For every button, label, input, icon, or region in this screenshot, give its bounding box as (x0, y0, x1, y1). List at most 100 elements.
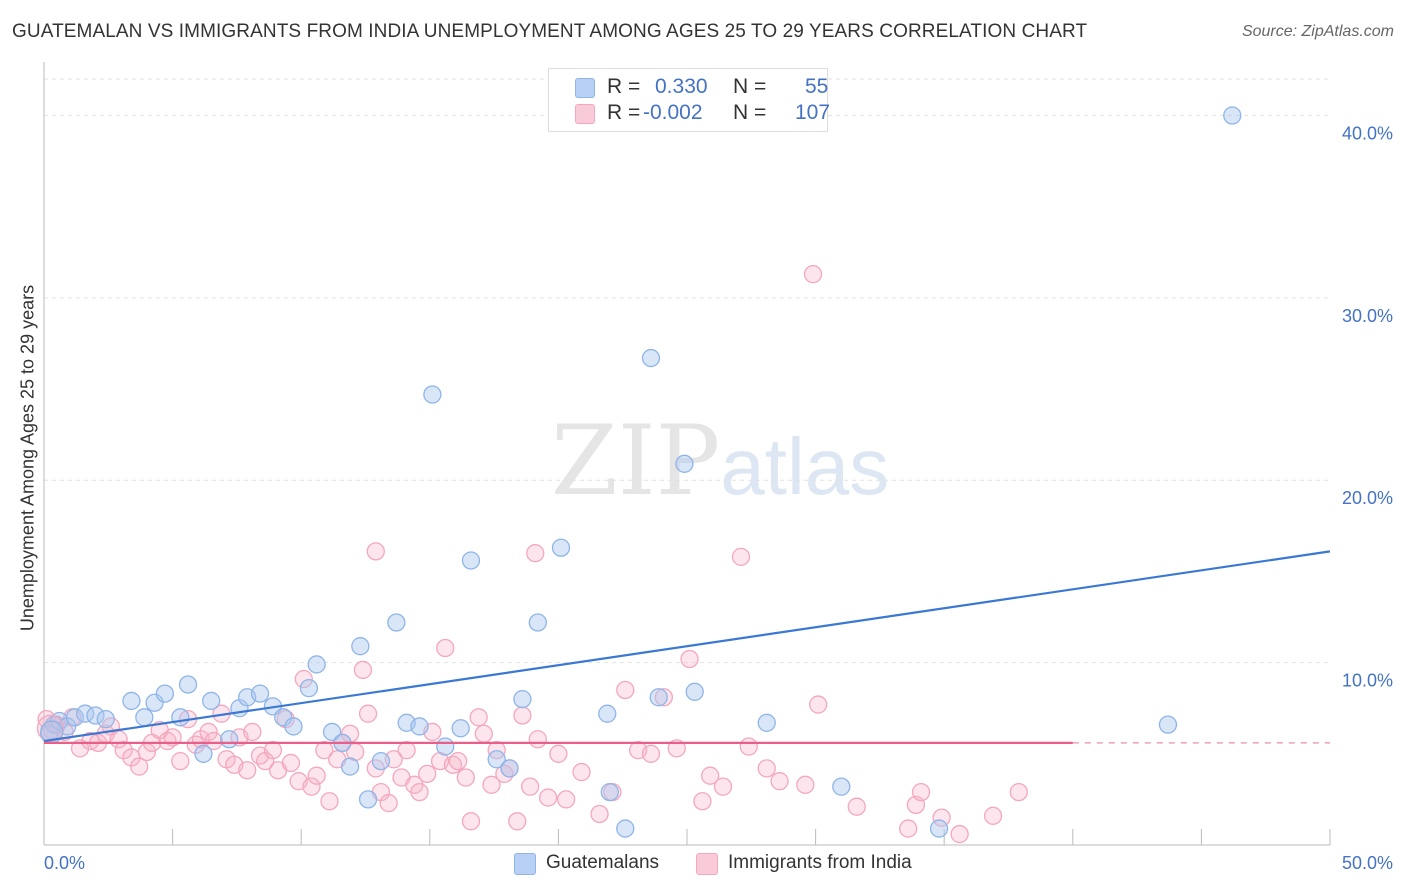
point-india (757, 759, 776, 778)
point-guatemalans (423, 385, 442, 404)
point-guatemalans (340, 757, 360, 776)
legend-label-india: Immigrants from India (728, 852, 912, 873)
point-india (461, 812, 481, 831)
point-india (513, 706, 532, 725)
point-india (199, 722, 218, 742)
point-guatemalans (220, 730, 239, 749)
point-india (307, 766, 326, 785)
point-guatemalans (194, 744, 213, 763)
point-guatemalans (178, 675, 198, 694)
point-india (526, 544, 545, 563)
point-india (731, 547, 751, 566)
legend-r-label: R = (607, 75, 641, 98)
watermark: ZIPatlas (551, 405, 889, 517)
point-guatemalans (155, 684, 175, 703)
point-india (739, 737, 758, 756)
watermark-atlas: atlas (720, 422, 890, 511)
point-india (163, 728, 182, 747)
point-guatemalans (86, 706, 105, 725)
point-india (243, 722, 262, 742)
point-guatemalans (451, 719, 470, 738)
point-india (654, 688, 674, 707)
point-guatemalans (929, 819, 949, 838)
point-india (641, 744, 661, 763)
legend-r-value: -0.002 (643, 101, 703, 124)
point-guatemalans (598, 704, 617, 723)
point-india (366, 542, 385, 561)
point-india (410, 782, 429, 802)
point-india (667, 739, 686, 758)
point-india (436, 638, 455, 658)
point-guatemalans (65, 708, 85, 727)
x-tick-label: 0.0% (44, 853, 85, 873)
point-guatemalans (358, 790, 378, 809)
point-guatemalans (832, 777, 851, 796)
stats-legend: R = 0.330 N = 55 R = -0.002 N = 107 (548, 68, 831, 132)
point-india (495, 764, 514, 784)
point-guatemalans (675, 454, 694, 473)
point-guatemalans (436, 737, 455, 756)
point-guatemalans (1158, 715, 1178, 734)
legend-swatch-pink (696, 853, 718, 875)
point-guatemalans (145, 693, 164, 712)
point-india (700, 766, 720, 785)
point-guatemalans (307, 655, 326, 674)
point-india (204, 731, 223, 751)
point-india (320, 792, 339, 811)
point-india (114, 741, 133, 760)
point-india (508, 812, 527, 831)
point-guatemalans (250, 684, 270, 703)
point-india (358, 704, 378, 723)
point-guatemalans (649, 688, 668, 707)
point-india (528, 730, 547, 749)
point-india (353, 660, 373, 680)
legend-swatch-blue (575, 78, 595, 98)
point-india (549, 744, 568, 763)
legend-r-label: R = (607, 101, 641, 124)
point-guatemalans (1223, 106, 1242, 125)
point-guatemalans (641, 348, 661, 368)
point-india (693, 792, 712, 811)
y-tick-label: 30.0% (1342, 306, 1393, 326)
point-guatemalans (500, 759, 519, 778)
y-tick-label: 40.0% (1342, 123, 1393, 143)
point-india (770, 772, 789, 791)
legend-n-label: N = (733, 75, 767, 98)
point-india (556, 790, 576, 809)
point-india (796, 775, 815, 794)
point-guatemalans (487, 750, 506, 769)
point-guatemalans (135, 708, 154, 727)
legend-n-value: 107 (795, 101, 831, 124)
point-india (520, 777, 540, 796)
point-india (680, 649, 699, 669)
point-guatemalans (171, 708, 190, 727)
x-tick-label: 50.0% (1342, 853, 1393, 873)
point-india (932, 808, 951, 827)
point-guatemalans (685, 682, 704, 701)
series-legend: Guatemalans Immigrants from India (0, 850, 1406, 880)
point-guatemalans (528, 613, 547, 632)
point-india (809, 695, 828, 714)
point-india (263, 741, 283, 760)
point-india (171, 751, 190, 771)
point-india (302, 777, 321, 796)
point-india (238, 761, 257, 780)
point-guatemalans (371, 751, 391, 771)
point-india (469, 708, 488, 727)
point-india (130, 757, 149, 776)
point-guatemalans (616, 819, 635, 838)
point-guatemalans (757, 713, 776, 732)
trend-line-guatemalans (43, 550, 1331, 743)
point-india (70, 739, 90, 758)
point-india (538, 788, 558, 807)
point-guatemalans (299, 679, 319, 698)
point-india (950, 824, 969, 844)
point-india (482, 775, 501, 794)
point-guatemalans (96, 710, 115, 729)
point-guatemalans (410, 717, 429, 736)
point-india (572, 762, 591, 782)
point-india (847, 797, 866, 816)
point-india (1009, 782, 1028, 802)
point-india (379, 793, 398, 813)
